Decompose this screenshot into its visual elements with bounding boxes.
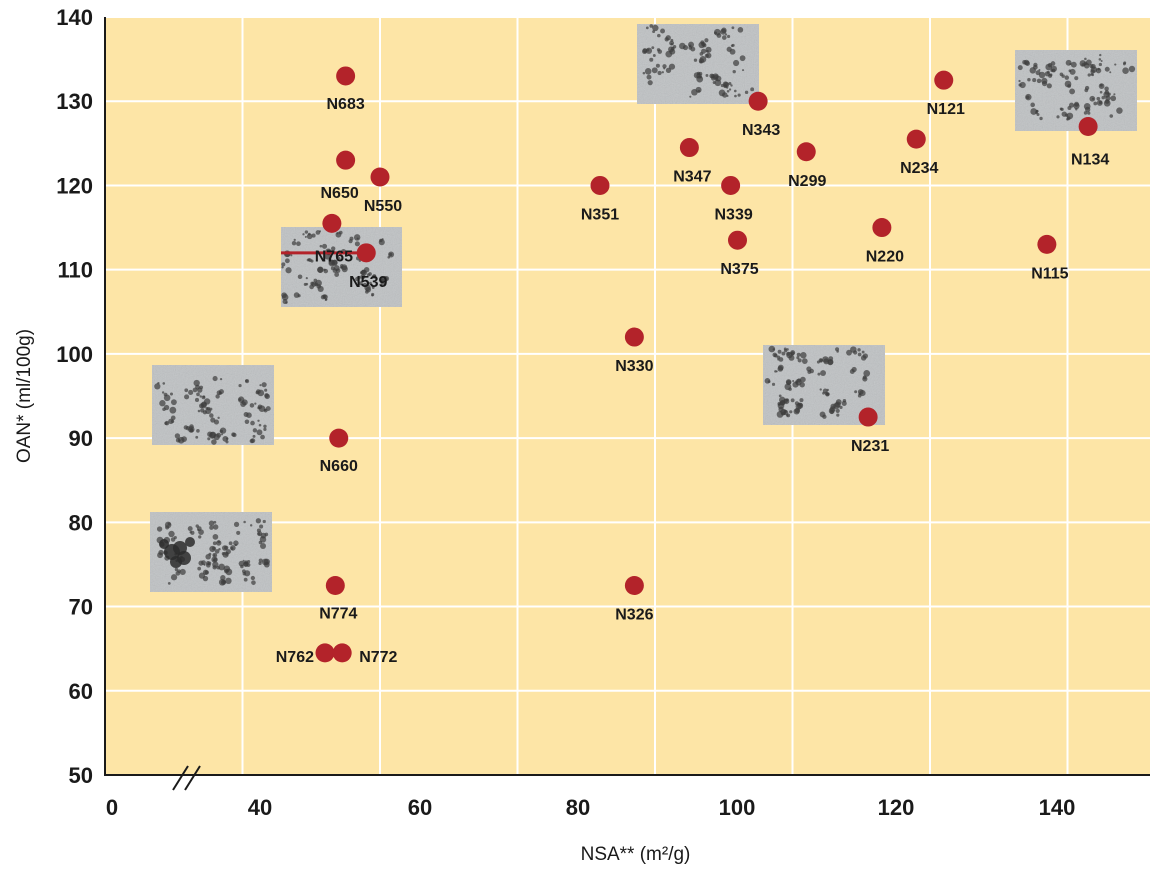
point-label-n660: N660 bbox=[320, 458, 358, 475]
data-point-n115 bbox=[1037, 234, 1057, 254]
data-point-n234 bbox=[906, 129, 926, 149]
x-axis-title: NSA** (m²/g) bbox=[581, 844, 691, 865]
axis-break-mark bbox=[184, 765, 201, 791]
point-label-n234: N234 bbox=[900, 160, 938, 177]
data-point-n231 bbox=[858, 407, 878, 427]
x-tick-label: 60 bbox=[408, 795, 432, 820]
point-label-n772: N772 bbox=[359, 649, 397, 666]
y-tick-label: 100 bbox=[56, 342, 93, 367]
point-label-n330: N330 bbox=[615, 358, 653, 375]
data-point-n774 bbox=[325, 576, 345, 595]
point-label-n539: N539 bbox=[349, 274, 387, 291]
point-label-n231: N231 bbox=[851, 438, 889, 455]
data-point-n765 bbox=[322, 213, 342, 233]
y-tick-label: 70 bbox=[69, 595, 93, 620]
x-tick-label: 100 bbox=[719, 795, 756, 820]
grid-lines bbox=[105, 16, 1150, 775]
data-point-n539 bbox=[356, 243, 376, 263]
data-point-n650 bbox=[336, 150, 356, 170]
tick-labels: 50 60 70 80 90 100 110 120 130 140 0 40 60 80 100 120 14… bbox=[56, 5, 1075, 820]
point-label-n550: N550 bbox=[364, 198, 402, 215]
data-point-n347 bbox=[679, 138, 699, 158]
y-tick-label: 110 bbox=[58, 258, 94, 283]
micrograph-inset bbox=[152, 365, 274, 445]
micrograph-insets bbox=[150, 24, 1137, 592]
point-label-n762: N762 bbox=[276, 649, 314, 666]
y-axis-title: OAN* (ml/100g) bbox=[14, 329, 35, 463]
axis-break-mark bbox=[172, 765, 189, 791]
y-tick-label: 130 bbox=[56, 89, 93, 114]
y-tick-label: 80 bbox=[69, 510, 93, 535]
micrograph-inset bbox=[1015, 50, 1137, 131]
data-point-n299 bbox=[796, 142, 816, 162]
x-tick-label: 0 bbox=[106, 795, 118, 820]
point-label-n339: N339 bbox=[715, 206, 753, 223]
point-label-n650: N650 bbox=[321, 185, 359, 202]
y-tick-label: 90 bbox=[69, 426, 93, 451]
y-tick-label: 60 bbox=[69, 679, 93, 704]
axes bbox=[104, 17, 1150, 791]
y-tick-label: 120 bbox=[56, 173, 93, 198]
point-label-n774: N774 bbox=[319, 606, 357, 623]
point-label-n351: N351 bbox=[581, 206, 619, 223]
point-label-n375: N375 bbox=[720, 261, 758, 278]
micrograph-aggregate bbox=[159, 537, 195, 568]
point-label-n347: N347 bbox=[673, 169, 711, 186]
x-tick-label: 40 bbox=[248, 795, 272, 820]
point-label-n115: N115 bbox=[1031, 265, 1068, 282]
micrograph-inset bbox=[150, 512, 272, 592]
point-label-n121: N121 bbox=[927, 101, 965, 118]
data-point-n772 bbox=[332, 643, 352, 663]
data-points: N683 N650 N550 N765 N539 N660 N774 N762 N772 N351… bbox=[276, 66, 1109, 666]
point-label-n683: N683 bbox=[327, 96, 365, 113]
x-tick-label: 120 bbox=[878, 795, 915, 820]
data-point-n330 bbox=[624, 327, 644, 347]
data-point-n351 bbox=[590, 175, 610, 195]
data-point-n339 bbox=[721, 175, 741, 195]
data-point-n326 bbox=[624, 576, 644, 595]
plot-area bbox=[105, 17, 1150, 775]
data-point-n660 bbox=[329, 428, 349, 448]
data-point-n134 bbox=[1078, 116, 1098, 136]
micrograph-inset bbox=[281, 227, 402, 307]
data-point-n121 bbox=[934, 70, 954, 90]
point-label-n220: N220 bbox=[866, 249, 904, 266]
y-tick-label: 50 bbox=[69, 763, 93, 788]
data-point-n375 bbox=[728, 230, 747, 250]
y-tick-label: 140 bbox=[56, 5, 93, 30]
data-point-n683 bbox=[336, 66, 356, 86]
point-label-n299: N299 bbox=[788, 173, 826, 190]
point-label-n134: N134 bbox=[1071, 151, 1109, 168]
point-label-n343: N343 bbox=[742, 122, 780, 139]
point-label-n765: N765 bbox=[315, 248, 353, 265]
x-tick-label: 80 bbox=[566, 795, 590, 820]
micrograph-inset bbox=[637, 24, 759, 104]
data-point-n550 bbox=[370, 167, 390, 187]
x-tick-label: 140 bbox=[1039, 795, 1076, 820]
data-point-n343 bbox=[748, 91, 768, 111]
data-point-n762 bbox=[315, 643, 335, 663]
data-point-n220 bbox=[872, 218, 892, 238]
point-label-n326: N326 bbox=[615, 607, 653, 624]
